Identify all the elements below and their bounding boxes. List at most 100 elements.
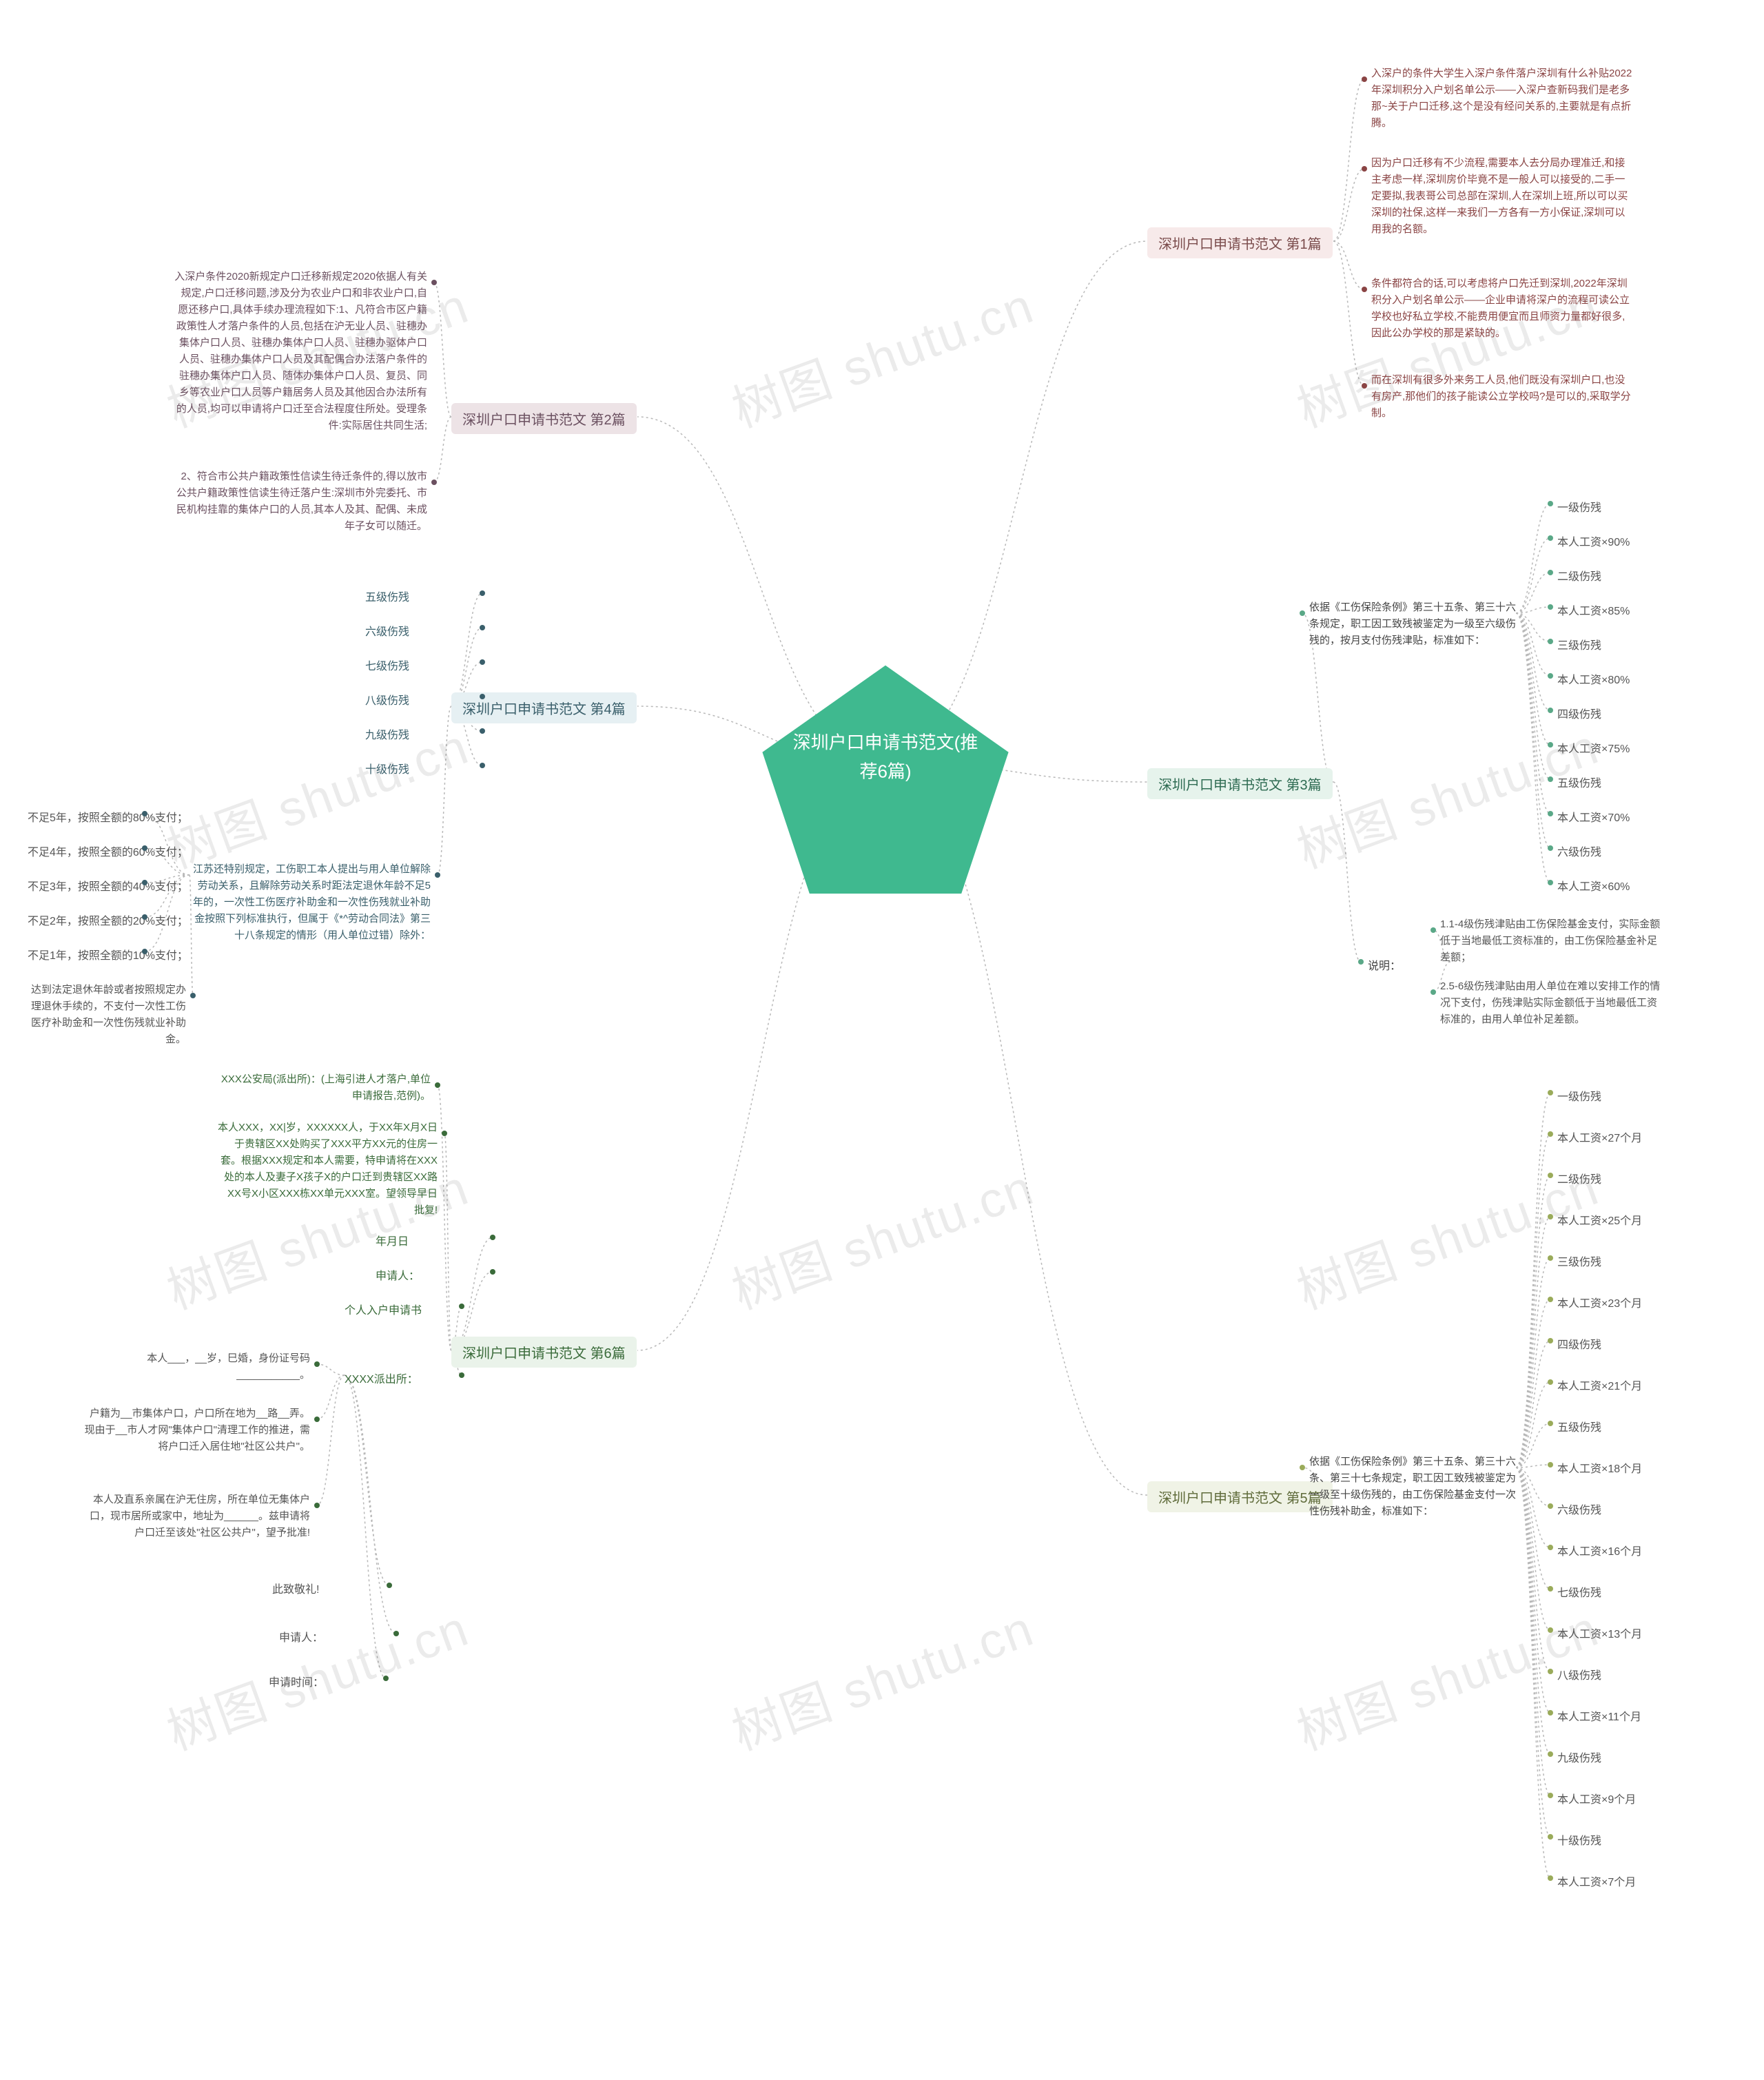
leaf-node: 四级伤残 [1557,1337,1601,1355]
leaf-node: 此致敬礼! [272,1581,319,1599]
bullet [1362,287,1367,292]
bullet [435,872,440,878]
leaf-node: 不足3年，按照全额的40%支付； [28,878,188,896]
leaf-node: 八级伤残 [365,692,409,710]
leaf-node: 年月日 [376,1233,409,1251]
bullet [314,1503,320,1508]
bullet [431,480,437,485]
bullet [142,949,147,954]
leaf-node: 七级伤残 [1557,1585,1601,1603]
bullet [480,625,485,630]
bullet [1548,1586,1553,1592]
bullet [1548,604,1553,610]
bullet [387,1583,392,1588]
bullet [435,1082,440,1088]
leaf-node: 本人工资×9个月 [1557,1791,1636,1809]
leaf-node: 五级伤残 [1557,1419,1601,1437]
bullet [1548,501,1553,506]
bullet [1362,383,1367,389]
leaf-node: 不足4年，按照全额的60%支付； [28,844,188,862]
leaf-node: 2.5-6级伤残津贴由用人单位在难以安排工作的情况下支付，伤残津贴实际金额低于当… [1440,978,1661,1028]
leaf-node: 条件都符合的话,可以考虑将户口先迁到深圳,2022年深圳积分入户划名单公示——企… [1371,276,1633,342]
bullet [1548,1503,1553,1509]
leaf-node: 本人工资×80% [1557,672,1630,690]
bullet [1548,1379,1553,1385]
leaf-node: 一级伤残 [1557,500,1601,517]
bullet [1548,1421,1553,1426]
branch-b3: 深圳户口申请书范文 第3篇 [1147,768,1333,799]
center-node: 深圳户口申请书范文(推荐6篇) [755,658,1016,906]
bullet [1548,1710,1553,1716]
branch-b2: 深圳户口申请书范文 第2篇 [451,403,637,434]
leaf-node: 本人工资×27个月 [1557,1130,1642,1148]
bullet [1548,845,1553,851]
leaf-node: 入深户的条件大学生入深户条件落户深圳有什么补贴2022年深圳积分入户划名单公示—… [1371,65,1633,132]
bullet [1548,708,1553,713]
bullet [442,1131,447,1136]
bullet [480,694,485,699]
leaf-node: 十级伤残 [365,761,409,779]
watermark: 树图 shutu.cn [156,706,477,882]
bullet [1548,1338,1553,1343]
leaf-node: 四级伤残 [1557,706,1601,724]
leaf-node: 本人工资×11个月 [1557,1709,1641,1727]
bullet [1548,1875,1553,1881]
branch-b1: 深圳户口申请书范文 第1篇 [1147,227,1333,258]
leaf-node: 个人入户申请书 [345,1302,422,1320]
leaf-node: 不足1年，按照全额的10%支付； [28,947,188,965]
leaf-node: 本人工资×13个月 [1557,1626,1642,1644]
leaf-node: 依据《工伤保险条例》第三十五条、第三十六条、第三十七条规定，职工因工致残被鉴定为… [1309,1454,1516,1520]
leaf-node: 本人工资×60% [1557,878,1630,896]
bullet [480,763,485,768]
bullet [490,1235,495,1240]
leaf-node: 八级伤残 [1557,1667,1601,1685]
bullet [1362,76,1367,82]
bullet [490,1269,495,1275]
bullet [1548,1131,1553,1137]
leaf-node: 江苏还特别规定，工伤职工本人提出与用人单位解除劳动关系，且解除劳动关系时距法定退… [189,861,431,944]
leaf-node: 依据《工伤保险条例》第三十五条、第三十六条规定，职工因工致残被鉴定为一级至六级伤… [1309,599,1516,649]
bullet [480,659,485,665]
bullet [431,280,437,285]
leaf-node: 五级伤残 [365,589,409,607]
bullet [1548,1793,1553,1798]
leaf-node: 七级伤残 [365,658,409,676]
bullet [190,993,196,998]
bullet [142,845,147,851]
bullet [1300,1465,1305,1470]
leaf-node: XXXX派出所： [345,1371,418,1389]
leaf-node: 不足5年，按照全额的80%支付； [28,810,188,827]
branch-b5: 深圳户口申请书范文 第5篇 [1147,1481,1333,1512]
bullet [1430,989,1436,995]
bullet [1300,610,1305,616]
leaf-node: 本人XXX，XX|岁，XXXXXX人，于XX年X月X日于贵辖区XX处购买了XXX… [217,1120,438,1219]
leaf-node: 二级伤残 [1557,1171,1601,1189]
bullet [1548,1173,1553,1178]
leaf-node: 本人工资×70% [1557,810,1630,827]
bullet [1430,927,1436,933]
leaf-node: 九级伤残 [365,727,409,745]
bullet [1548,776,1553,782]
bullet [1548,1462,1553,1468]
bullet [1548,811,1553,816]
bullet [480,590,485,596]
leaf-node: 五级伤残 [1557,775,1601,793]
bullet [480,728,485,734]
bullet [393,1631,399,1636]
bullet [1548,1627,1553,1633]
leaf-node: 申请人： [279,1629,323,1647]
leaf-node: 申请人： [376,1268,420,1286]
leaf-node: XXX公安局(派出所)：(上海引进人才落户,单位申请报告,范例)。 [217,1071,431,1104]
bullet [1548,1214,1553,1219]
leaf-node: 1.1-4级伤残津贴由工伤保险基金支付，实际金额低于当地最低工资标准的，由工伤保… [1440,916,1661,966]
leaf-node: 达到法定退休年龄或者按照规定办理退休手续的，不支付一次性工伤医疗补助金和一次性伤… [28,982,186,1048]
leaf-node: 本人工资×85% [1557,603,1630,621]
bullet [1548,880,1553,885]
leaf-node: 本人工资×25个月 [1557,1213,1642,1231]
leaf-node: 申请时间： [269,1674,324,1692]
leaf-node: 一级伤残 [1557,1089,1601,1106]
leaf-node: 本人工资×21个月 [1557,1378,1642,1396]
bullet [314,1417,320,1422]
leaf-node: 本人工资×23个月 [1557,1295,1642,1313]
bullet [1358,959,1364,965]
